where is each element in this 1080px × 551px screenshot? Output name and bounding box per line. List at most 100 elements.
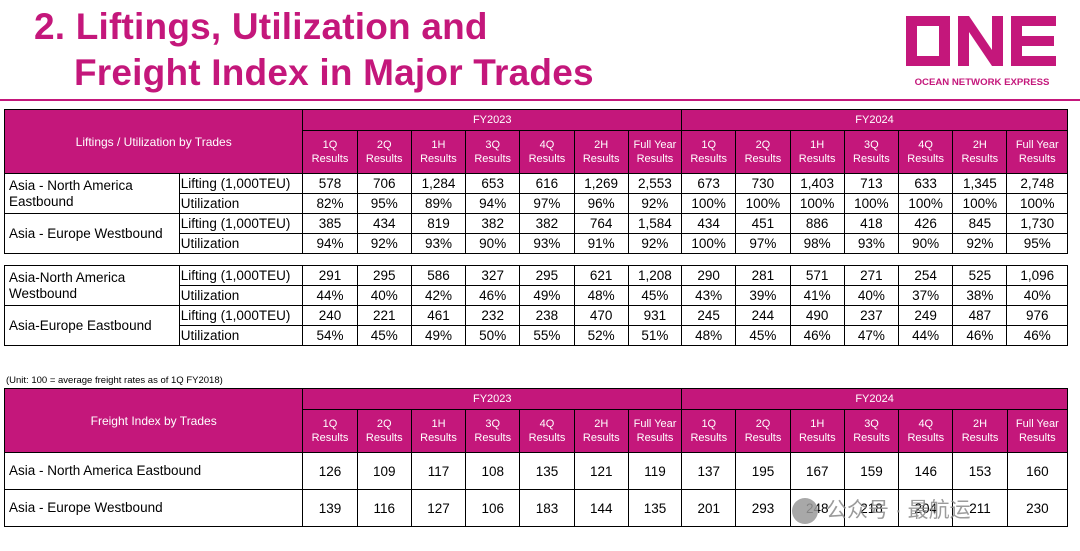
column-header: 2Q Results	[735, 130, 791, 174]
column-header: 1H Results	[410, 130, 467, 174]
value-cell: 126	[302, 452, 358, 490]
metric-label: Utilization	[178, 193, 304, 214]
column-header: 1H Results	[789, 409, 845, 453]
freight-index-table: Freight Index by Trades FY2023 FY2024 1Q…	[3, 388, 1069, 527]
value-cell: 244	[735, 305, 791, 326]
value-cell: 42%	[410, 285, 467, 306]
watermark-text: 公众号 · 最航运	[826, 499, 971, 522]
value-cell: 137	[681, 452, 737, 490]
value-cell: 159	[843, 452, 900, 490]
value-cell: 92%	[952, 233, 1008, 254]
title-line-2: Freight Index in Major Trades	[74, 52, 594, 93]
column-header: 3Q Results	[465, 130, 521, 174]
value-cell: 82%	[302, 193, 358, 214]
value-cell: 434	[681, 213, 737, 234]
value-cell: 39%	[735, 285, 791, 306]
value-cell: 218	[843, 489, 900, 527]
value-cell: 586	[410, 265, 467, 286]
title-line-1: 2. Liftings, Utilization and	[34, 6, 488, 47]
liftings-utilization-table: Liftings / Utilization by Trades FY2023 …	[3, 109, 1068, 346]
value-cell: 90%	[897, 233, 954, 254]
value-cell: 1,269	[573, 173, 629, 194]
value-cell: 116	[356, 489, 412, 527]
value-cell: 49%	[519, 285, 575, 306]
value-cell: 230	[1006, 489, 1069, 527]
value-cell: 1,403	[789, 173, 845, 194]
trade-name: Asia - Europe Westbound	[3, 489, 304, 527]
value-cell: 382	[465, 213, 521, 234]
column-header: Full Year Results	[627, 130, 683, 174]
fy2024-header: FY2024	[681, 388, 1068, 410]
value-cell: 100%	[1006, 193, 1068, 214]
value-cell: 616	[519, 173, 575, 194]
value-cell: 97%	[519, 193, 575, 214]
value-cell: 92%	[627, 193, 683, 214]
wechat-icon	[792, 498, 818, 525]
value-cell: 295	[356, 265, 412, 286]
value-cell: 621	[573, 265, 629, 286]
unit-note: (Unit: 100 = average freight rates as of…	[6, 375, 223, 386]
value-cell: 95%	[1006, 233, 1068, 254]
value-cell: 108	[465, 452, 521, 490]
column-header: 3Q Results	[465, 409, 521, 453]
value-cell: 97%	[735, 233, 791, 254]
watermark: 公众号 · 最航运	[792, 494, 971, 525]
value-cell: 819	[410, 213, 467, 234]
value-cell: 673	[681, 173, 737, 194]
value-cell: 290	[681, 265, 737, 286]
table-row: Utilization 54% 45% 49% 50% 55% 52% 51% 48% 45% 46…	[5, 325, 1068, 346]
value-cell: 1,208	[627, 265, 683, 286]
value-cell: 139	[302, 489, 358, 527]
value-cell: 221	[356, 305, 412, 326]
metric-label: Utilization	[178, 325, 304, 346]
column-header-row: 1Q Results 2Q Results 1H Results 3Q Results…	[5, 409, 1069, 453]
value-cell: 713	[843, 173, 900, 194]
table-row: Asia-Europe Eastbound Lifting (1,000TEU) 2…	[4, 305, 1068, 346]
value-cell: 45%	[627, 285, 683, 306]
column-header: 1Q Results	[302, 409, 358, 453]
value-cell: 100%	[843, 193, 900, 214]
value-cell: 238	[519, 305, 575, 326]
column-header: 2H Results	[573, 130, 629, 174]
value-cell: 92%	[356, 233, 412, 254]
value-cell: 45%	[735, 325, 791, 346]
value-cell: 121	[573, 452, 629, 490]
value-cell: 1,096	[1006, 265, 1068, 286]
column-header: 4Q Results	[897, 130, 954, 174]
metric-label: Utilization	[178, 233, 304, 254]
value-cell: 2,748	[1006, 173, 1068, 194]
value-cell: 385	[302, 213, 358, 234]
value-cell: 43%	[681, 285, 737, 306]
table-row: Asia - North America Eastbound 126 109 117 1…	[3, 452, 1069, 490]
trade-name: Asia - North America Eastbound	[4, 173, 180, 214]
column-header: 1H Results	[789, 130, 845, 174]
value-cell: 525	[952, 265, 1008, 286]
value-cell: 135	[627, 489, 683, 527]
value-cell: 106	[465, 489, 521, 527]
column-header: Full Year Results	[1006, 409, 1069, 453]
value-cell: 382	[519, 213, 575, 234]
value-cell: 98%	[789, 233, 845, 254]
value-cell: 96%	[573, 193, 629, 214]
column-header: 2H Results	[573, 409, 629, 453]
value-cell: 1,284	[410, 173, 467, 194]
value-cell: 633	[897, 173, 954, 194]
value-cell: 434	[356, 213, 412, 234]
column-header: 4Q Results	[519, 130, 575, 174]
column-header: 1Q Results	[302, 130, 358, 174]
value-cell: 100%	[952, 193, 1008, 214]
column-header: Full Year Results	[1006, 130, 1068, 174]
value-cell: 94%	[302, 233, 358, 254]
table-row: Utilization 44% 40% 42% 46% 49% 48% 45% 43% 39% 41…	[5, 285, 1068, 306]
trade-name: Asia - North America Eastbound	[3, 452, 304, 490]
column-header: 2H Results	[952, 130, 1008, 174]
value-cell: 730	[735, 173, 791, 194]
column-header: 2Q Results	[356, 409, 412, 453]
value-cell: 117	[410, 452, 467, 490]
value-cell: 100%	[681, 193, 737, 214]
value-cell: 44%	[302, 285, 358, 306]
value-cell: 93%	[410, 233, 467, 254]
trade-name: Asia-North America Westbound	[4, 265, 180, 306]
fy2024-header: FY2024	[681, 109, 1068, 131]
value-cell: 100%	[897, 193, 954, 214]
